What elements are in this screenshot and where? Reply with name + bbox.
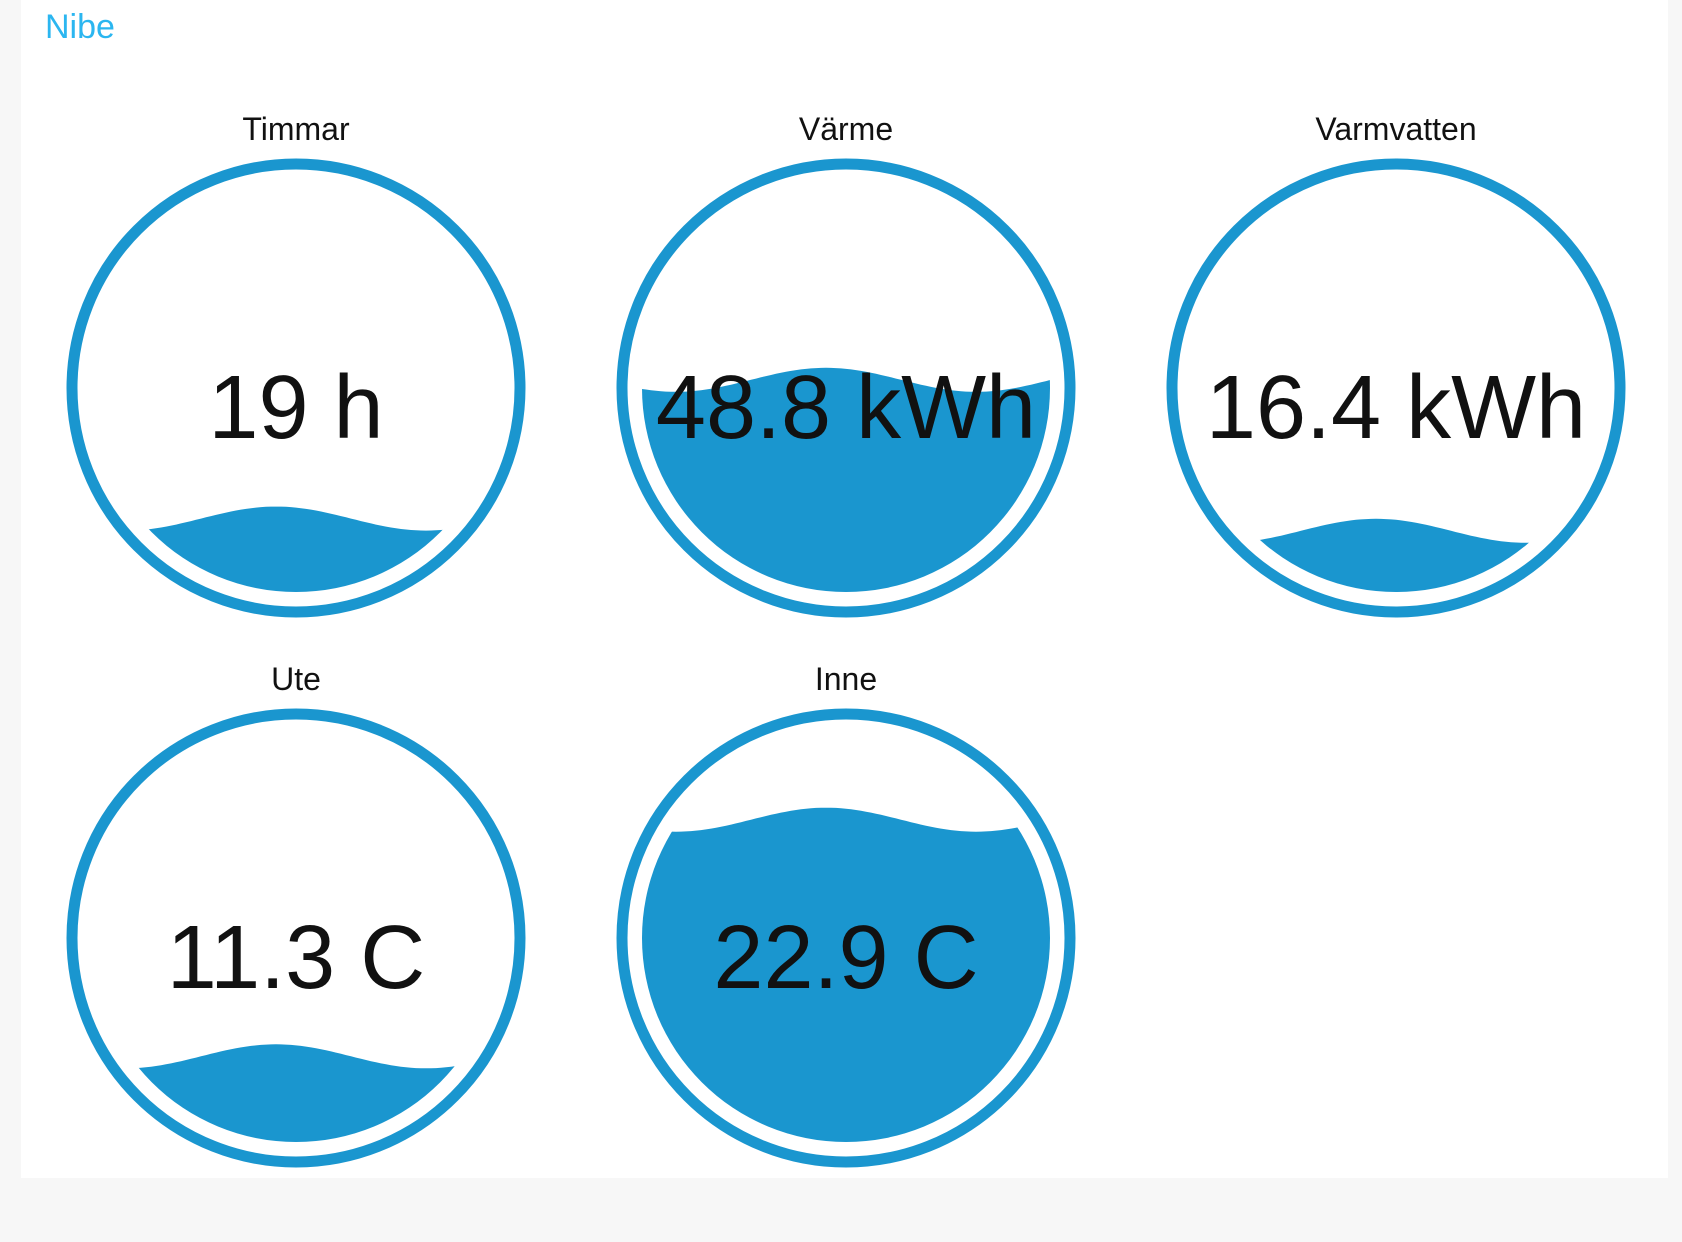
gauge-value: 19 h — [208, 358, 383, 458]
gauge-ring — [616, 158, 1076, 618]
gauge-ring — [66, 708, 526, 1168]
liquid-wave — [642, 807, 1050, 1142]
gauge-label: Varmvatten — [1315, 111, 1477, 147]
dashboard-panel: Nibe Timmar 19 h Värme 48.8 kWh Varmvatt… — [21, 0, 1668, 1178]
gauge-label: Ute — [271, 661, 321, 697]
liquid-wave — [92, 1044, 500, 1142]
gauge-ute: Ute 11.3 C — [66, 660, 526, 1172]
liquid-wave — [1192, 518, 1600, 592]
liquid-gauge: 19 h — [66, 158, 526, 618]
gauge-label: Timmar — [242, 111, 350, 147]
gauge-ring — [1166, 158, 1626, 618]
gauge-value: 11.3 C — [167, 908, 426, 1008]
gauge-varmvatten: Varmvatten 16.4 kWh — [1166, 110, 1626, 622]
liquid-gauge: 48.8 kWh — [616, 158, 1076, 618]
gauge-ring — [66, 158, 526, 618]
gauge-value: 16.4 kWh — [1206, 358, 1586, 458]
liquid-gauge: 16.4 kWh — [1166, 158, 1626, 618]
gauge-timmar: Timmar 19 h — [66, 110, 526, 622]
panel-title-link[interactable]: Nibe — [45, 8, 115, 46]
gauge-label: Värme — [798, 111, 894, 147]
gauge-value: 48.8 kWh — [656, 358, 1036, 458]
liquid-wave — [642, 367, 1050, 592]
gauge-varme: Värme 48.8 kWh — [616, 110, 1076, 622]
gauge-label: Inne — [814, 661, 878, 697]
liquid-wave — [92, 506, 500, 592]
liquid-gauge: 22.9 C — [616, 708, 1076, 1168]
gauge-value: 22.9 C — [713, 908, 978, 1008]
gauge-inne: Inne 22.9 C — [616, 660, 1076, 1172]
liquid-gauge: 11.3 C — [66, 708, 526, 1168]
gauge-ring — [616, 708, 1076, 1168]
